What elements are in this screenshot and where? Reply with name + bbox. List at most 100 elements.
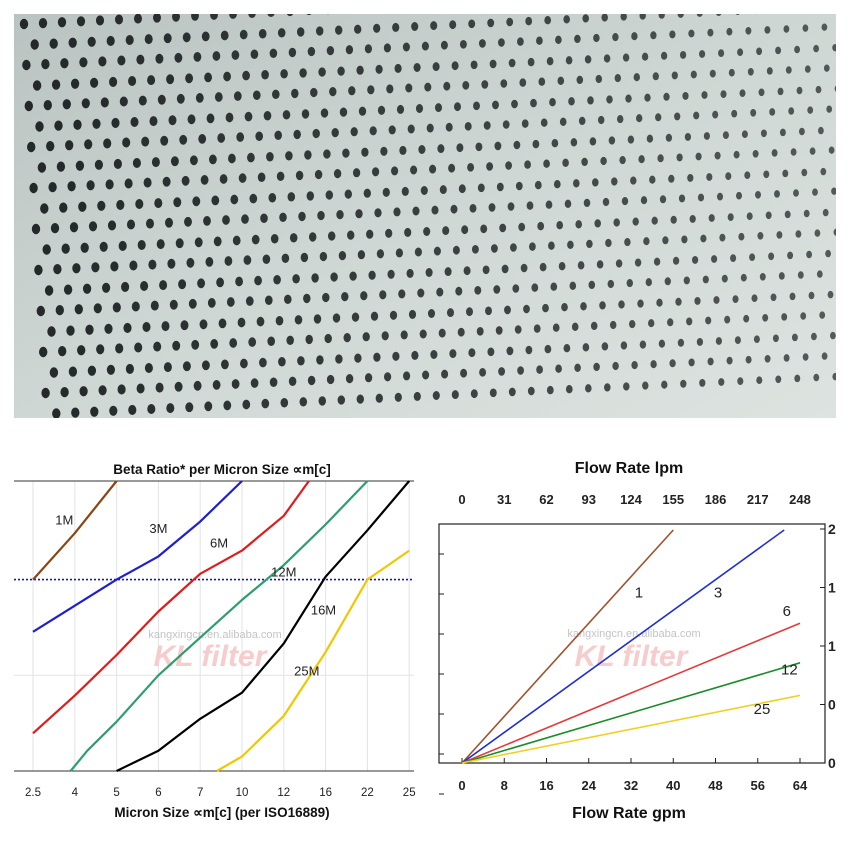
perforation-hole bbox=[333, 168, 342, 179]
perforation-hole bbox=[550, 282, 558, 291]
perforation-hole bbox=[716, 192, 724, 201]
perforation-hole bbox=[256, 316, 265, 327]
perforation-hole bbox=[65, 140, 74, 151]
x-tick-label: 16 bbox=[319, 787, 332, 799]
perforation-hole bbox=[567, 240, 574, 249]
series-label-25: 25 bbox=[754, 701, 771, 718]
perforation-hole bbox=[508, 387, 516, 397]
perforation-hole bbox=[318, 67, 326, 77]
perforation-hole bbox=[753, 335, 760, 344]
plot-frame bbox=[438, 523, 826, 764]
perforation-hole bbox=[834, 85, 836, 92]
perforation-hole bbox=[313, 314, 322, 324]
perforation-hole bbox=[492, 100, 499, 110]
x-tick-label-top: 217 bbox=[747, 492, 769, 507]
perforation-hole bbox=[413, 391, 421, 401]
perforation-hole bbox=[73, 119, 82, 130]
perforation-hole bbox=[153, 14, 161, 23]
perforation-hole bbox=[103, 138, 112, 149]
perforation-hole bbox=[539, 262, 547, 272]
perforation-hole bbox=[611, 177, 618, 186]
perforation-hole bbox=[326, 374, 335, 385]
perforation-hole bbox=[115, 343, 124, 354]
perforation-hole bbox=[187, 114, 196, 125]
perforation-hole bbox=[288, 376, 297, 387]
perforation-hole bbox=[168, 115, 177, 126]
perforation-hole bbox=[517, 366, 524, 375]
series-label-1: 1 bbox=[635, 585, 643, 602]
perforation-hole bbox=[287, 192, 296, 202]
perforation-hole bbox=[392, 351, 400, 361]
perforation-hole bbox=[267, 14, 275, 18]
perforation-hole bbox=[110, 261, 119, 272]
perforation-hole bbox=[639, 340, 647, 349]
perforation-hole bbox=[745, 26, 752, 35]
perforation-hole bbox=[75, 160, 85, 171]
y-tick-label-right: 1 bbox=[828, 580, 836, 596]
perforation-hole bbox=[220, 359, 229, 370]
perforation-hole bbox=[262, 254, 271, 264]
perforation-hole bbox=[430, 21, 438, 31]
perforation-hole bbox=[214, 92, 223, 102]
perforation-hole bbox=[306, 14, 312, 16]
perforation-hole bbox=[231, 379, 240, 389]
x-tick-label: 25 bbox=[403, 787, 416, 799]
perforation-hole bbox=[41, 387, 50, 399]
perforation-hole bbox=[746, 212, 753, 221]
series-label-6: 6 bbox=[783, 603, 791, 620]
perforation-hole bbox=[529, 242, 536, 251]
perforation-hole bbox=[687, 173, 694, 182]
perforation-hole bbox=[172, 14, 180, 22]
perforation-hole bbox=[22, 59, 31, 71]
perforation-hole bbox=[678, 194, 686, 203]
perforation-hole bbox=[570, 138, 578, 147]
perforation-hole bbox=[408, 309, 417, 319]
perforation-hole bbox=[758, 88, 765, 97]
perforation-hole bbox=[210, 339, 219, 349]
perforation-hole bbox=[429, 164, 437, 174]
perforation-hole bbox=[393, 207, 401, 217]
perforation-hole bbox=[680, 379, 687, 388]
perforation-hole bbox=[267, 336, 276, 346]
perforation-hole bbox=[738, 232, 745, 241]
perforation-hole bbox=[125, 363, 134, 374]
perforation-hole bbox=[496, 182, 504, 192]
perforation-hole bbox=[337, 395, 346, 405]
perforation-hole bbox=[364, 373, 373, 383]
perforation-hole bbox=[307, 375, 316, 386]
perforation-hole bbox=[446, 308, 455, 318]
perforation-hole bbox=[764, 26, 771, 34]
perforation-hole bbox=[711, 255, 718, 263]
perforation-hole bbox=[819, 311, 826, 319]
perforation-hole bbox=[533, 324, 541, 333]
x-tick-label: 12 bbox=[277, 787, 290, 799]
perforation-hole bbox=[208, 154, 217, 165]
perforation-hole bbox=[583, 198, 591, 208]
perforation-hole bbox=[688, 358, 695, 367]
perforation-hole bbox=[200, 175, 209, 185]
perforation-hole bbox=[35, 121, 44, 132]
perforation-hole bbox=[170, 156, 179, 167]
perforation-hole bbox=[308, 232, 317, 242]
perforation-hole bbox=[413, 63, 421, 72]
x-tick-label-bottom: 0 bbox=[458, 778, 465, 793]
perforation-hole bbox=[638, 155, 645, 164]
perforation-hole bbox=[249, 193, 258, 204]
perforation-hole bbox=[223, 400, 232, 411]
perforation-hole bbox=[515, 181, 523, 191]
perforation-hole bbox=[789, 292, 796, 301]
perforation-hole bbox=[709, 69, 716, 78]
perforation-hole bbox=[109, 405, 118, 416]
perforation-hole bbox=[545, 200, 553, 209]
perforation-hole bbox=[833, 228, 836, 236]
perforation-hole bbox=[275, 315, 284, 326]
perforation-hole bbox=[61, 243, 70, 254]
perforation-hole bbox=[649, 175, 656, 184]
perforation-hole bbox=[118, 240, 127, 251]
perforation-hole bbox=[130, 116, 139, 128]
perforation-hole bbox=[743, 314, 750, 323]
perforation-hole bbox=[468, 19, 476, 29]
perforation-hole bbox=[63, 284, 73, 295]
perforation-hole bbox=[631, 361, 638, 370]
perforation-hole bbox=[43, 99, 52, 111]
